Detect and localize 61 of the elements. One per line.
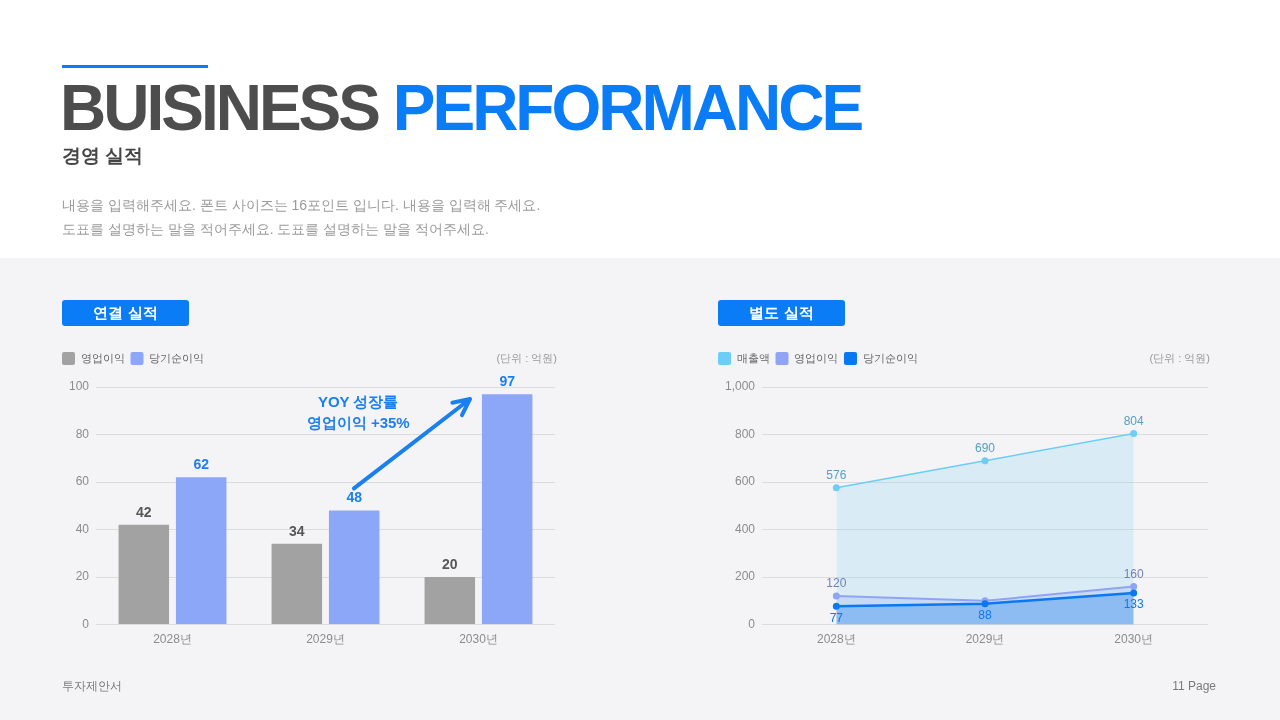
data-label: 804 <box>1123 413 1144 428</box>
text: BUISINESS PERFORMANCE <box>60 72 862 144</box>
point <box>1130 583 1138 591</box>
point <box>1130 589 1138 597</box>
data-label: 77 <box>829 610 844 625</box>
data-label: 88 <box>978 608 992 622</box>
y-tick-label: 1,000 <box>724 379 756 394</box>
legend-label: 당기순이익 <box>149 351 204 364</box>
y-tick-label: 40 <box>75 521 90 536</box>
text: (단위 : 억원) <box>496 351 557 364</box>
point <box>832 602 840 610</box>
legend-label: 영업이익 <box>80 351 125 364</box>
data-label: 576 <box>826 468 847 483</box>
x-tick-label: 2028년 <box>816 632 856 647</box>
legend-label: 매출액 <box>736 351 770 364</box>
data-label: 34 <box>289 522 305 539</box>
point <box>981 457 989 465</box>
bar <box>481 394 533 625</box>
legend-label: 영업이익 <box>794 351 838 364</box>
x-tick-label: 2029년 <box>306 632 345 647</box>
y-tick-label: 60 <box>75 474 90 489</box>
y-tick-label: 0 <box>748 616 756 631</box>
bar <box>424 577 476 625</box>
text: (단위 : 억원) <box>1149 351 1210 364</box>
bar <box>118 524 170 625</box>
point <box>832 484 840 492</box>
data-label: 97 <box>499 372 516 389</box>
text: 경영 실적 <box>62 144 144 168</box>
chart-title: 별도 실적 <box>718 300 845 326</box>
x-tick-label: 2028년 <box>153 632 192 647</box>
y-tick-label: 100 <box>68 379 90 394</box>
y-tick-label: 80 <box>75 426 90 441</box>
y-tick-label: 0 <box>82 616 90 631</box>
data-label: 690 <box>974 440 996 455</box>
text: 11 Page <box>1172 679 1216 693</box>
y-tick-label: 200 <box>734 569 756 584</box>
text: 내용을 입력해주세요. 폰트 사이즈는 16포인트 입니다. 내용을 입력해 주세요. <box>62 196 541 215</box>
bar <box>271 543 323 625</box>
x-tick-label: 2029년 <box>965 632 1005 647</box>
y-tick-label: 600 <box>734 474 756 489</box>
legend-label: 당기순이익 <box>862 351 918 364</box>
y-tick-label: 400 <box>734 521 756 536</box>
data-label: 120 <box>826 576 847 591</box>
data-label: 62 <box>193 456 210 473</box>
text: 투자제안서 <box>62 677 122 695</box>
text: 도표를 설명하는 말을 적어주세요. 도표를 설명하는 말을 적어주세요. <box>62 220 490 239</box>
data-label: 20 <box>442 555 458 572</box>
data-label: 48 <box>346 489 363 506</box>
x-tick-label: 2030년 <box>1114 632 1154 647</box>
data-label: 133 <box>1123 597 1144 612</box>
bar <box>328 510 380 625</box>
point <box>1130 430 1138 438</box>
data-label: 42 <box>136 503 152 520</box>
bar <box>175 477 227 625</box>
annotation: YOY 성장률 영업이익 +35% <box>306 393 410 432</box>
data-label: 160 <box>1123 566 1144 581</box>
chart-title: 연결 실적 <box>62 300 189 326</box>
y-tick-label: 20 <box>75 569 90 584</box>
point <box>832 592 840 600</box>
x-tick-label: 2030년 <box>459 632 498 647</box>
y-tick-label: 800 <box>734 426 756 441</box>
